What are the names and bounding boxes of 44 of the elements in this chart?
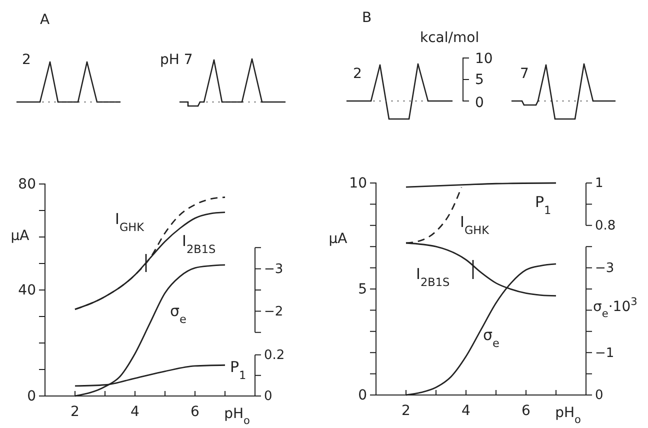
x-tick-label: 4: [462, 402, 471, 419]
series-label: P$_{1}$: [230, 358, 246, 382]
y-tick-label: 5: [358, 281, 367, 298]
y2-tick-label: −2: [264, 304, 284, 320]
y2-tick-label: 0: [595, 388, 604, 404]
text: 2: [22, 52, 31, 68]
series-label: σ$_{e}$: [483, 326, 500, 350]
text: pH 7: [160, 52, 193, 68]
y2-tick-label: −3: [595, 260, 614, 276]
legend-label: I$_{2B1S}$: [416, 265, 450, 288]
y2-tick-label: −1: [595, 346, 614, 361]
y-tick-label: 10: [349, 175, 367, 192]
series-label: I$_{GHK}$: [460, 213, 490, 236]
y2-tick-label: −3: [264, 262, 284, 277]
text: 10: [475, 51, 493, 67]
text: kcal/mol: [420, 30, 480, 46]
y3-tick-label: 1: [595, 176, 604, 192]
y-tick-label: 0: [27, 388, 36, 404]
series-label: σ$_{e}$: [170, 302, 187, 326]
x-axis-title: pH$_{o}$: [224, 406, 250, 427]
chart-title: A: [40, 12, 50, 28]
text: 5: [475, 72, 484, 88]
y-tick-label: 0: [358, 387, 367, 404]
x-tick-label: 6: [522, 402, 531, 419]
y2-axis-title: σ$_{e}$·10$^{3}$: [593, 296, 638, 320]
y3-tick-label: 0.2: [264, 348, 285, 363]
y-tick-label: 80: [18, 176, 36, 192]
series-label: I$_{2B1S}$: [182, 232, 216, 256]
text: 0: [475, 95, 484, 111]
x-tick-label: 6: [190, 404, 200, 420]
y3-tick-label: 0.8: [595, 218, 616, 234]
text: 7: [520, 66, 529, 82]
y-axis-title: µA: [328, 231, 348, 247]
series-label: P$_{1}$: [535, 193, 552, 216]
chart-title: B: [362, 10, 372, 26]
y-axis-title: µA: [10, 228, 30, 244]
x-axis-title: pH$_{o}$: [555, 405, 581, 426]
y-tick-label: 40: [18, 282, 36, 298]
y3-tick-label: 0: [264, 389, 272, 404]
text: 2: [353, 66, 362, 82]
series-label: I$_{GHK}$: [115, 210, 145, 234]
x-tick-label: 2: [402, 402, 410, 419]
x-tick-label: 4: [130, 404, 140, 420]
x-tick-label: 2: [70, 404, 80, 420]
